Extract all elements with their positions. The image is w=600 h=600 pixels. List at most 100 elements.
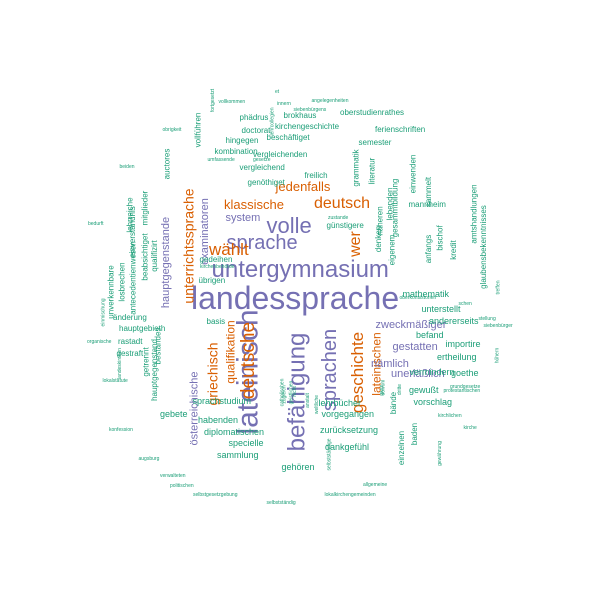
cloud-word: fortgesetzt bbox=[209, 88, 216, 112]
cloud-word: gewußt bbox=[409, 384, 439, 395]
cloud-word: habenden bbox=[198, 414, 239, 425]
cloud-word: politischen bbox=[170, 482, 194, 489]
cloud-word: diplomatischen bbox=[204, 426, 265, 437]
cloud-word: mannheim bbox=[408, 200, 446, 209]
cloud-word: bestandes bbox=[152, 327, 162, 365]
cloud-word: vollkommen bbox=[218, 98, 246, 105]
cloud-word: angelegenheiten bbox=[311, 97, 349, 104]
cloud-word: zugleich bbox=[281, 384, 288, 404]
cloud-word: treffen bbox=[495, 279, 502, 295]
cloud-word: verwalteten bbox=[160, 472, 186, 479]
cloud-word: et bbox=[275, 88, 280, 95]
cloud-word: jedenfalls bbox=[275, 178, 331, 194]
cloud-word: kirchengeschichte bbox=[275, 122, 340, 131]
cloud-word: goethe bbox=[451, 367, 479, 378]
cloud-word: protestantischen bbox=[443, 387, 481, 394]
cloud-word: baden bbox=[410, 422, 420, 446]
cloud-word: bedurft bbox=[88, 220, 104, 227]
cloud-word: befand bbox=[416, 329, 444, 340]
cloud-word: sprache bbox=[226, 232, 298, 254]
cloud-word: qualifizirt bbox=[149, 240, 159, 272]
cloud-word: beiden bbox=[119, 163, 135, 170]
cloud-word: andererseits bbox=[429, 315, 479, 326]
cloud-word: mathematik bbox=[402, 288, 450, 299]
cloud-word: obrigkeit bbox=[162, 126, 182, 133]
cloud-word: specielle bbox=[228, 437, 264, 448]
cloud-word: österreichische bbox=[188, 371, 201, 445]
cloud-word: grundgesetze bbox=[450, 383, 481, 390]
cloud-word: umfassende bbox=[207, 156, 235, 163]
cloud-word: lokalkirchengemeinden bbox=[324, 491, 376, 498]
cloud-word: oberstudienrathes bbox=[340, 108, 405, 117]
cloud-word: literatur bbox=[366, 157, 376, 185]
cloud-word: semester bbox=[358, 138, 392, 147]
cloud-word: klassische bbox=[224, 196, 284, 212]
cloud-word: losbrechen bbox=[117, 262, 127, 302]
cloud-word: kirche bbox=[463, 424, 477, 431]
cloud-word: sammlung bbox=[217, 449, 259, 460]
cloud-word: vollführen bbox=[192, 112, 202, 148]
cloud-word: allgemeine bbox=[363, 481, 388, 488]
cloud-word: phädrus bbox=[239, 113, 269, 122]
cloud-word: auctores bbox=[161, 148, 171, 180]
cloud-word: lehrreiche bbox=[125, 197, 135, 233]
cloud-word: einzelnen bbox=[397, 430, 407, 466]
cloud-word: lokalstatute bbox=[102, 377, 128, 384]
cloud-word: gesammtbildung bbox=[389, 178, 399, 238]
cloud-word: vergleichend bbox=[239, 163, 285, 172]
cloud-word: nämlich bbox=[371, 357, 409, 370]
cloud-word: unverkennbare bbox=[106, 265, 116, 319]
cloud-word: augsburg bbox=[138, 455, 160, 462]
cloud-word: freilich bbox=[304, 171, 328, 180]
cloud-word: hauptgebieth bbox=[119, 324, 166, 333]
cloud-word: schen bbox=[458, 300, 472, 307]
cloud-word: selbstständige bbox=[326, 438, 333, 470]
cloud-word: ertheilung bbox=[437, 351, 477, 362]
cloud-word: ferienschriften bbox=[375, 125, 426, 134]
cloud-word: einmischung bbox=[100, 297, 107, 327]
cloud-word: beabsichtiget bbox=[140, 233, 150, 281]
cloud-word: qualifikation bbox=[223, 320, 238, 384]
cloud-word: hauptgegenstande bbox=[159, 216, 172, 308]
cloud-word: bände bbox=[389, 391, 399, 415]
cloud-word: anfangs bbox=[424, 234, 434, 264]
cloud-word: selbstgesetzgebung bbox=[193, 491, 238, 498]
cloud-word: kredit bbox=[448, 240, 458, 260]
cloud-word: unterrichtssprache bbox=[180, 188, 197, 304]
cloud-word: grammatik bbox=[351, 149, 361, 187]
cloud-word: vorgegangen bbox=[321, 408, 375, 419]
cloud-word: basis bbox=[206, 317, 226, 326]
cloud-word: wählt bbox=[209, 239, 249, 259]
cloud-word: übrigen bbox=[198, 276, 226, 285]
cloud-word: unterstellt bbox=[421, 303, 461, 314]
cloud-word: innern bbox=[277, 100, 291, 107]
cloud-word: amtshandlungen bbox=[469, 184, 479, 244]
cloud-word: doctorat bbox=[241, 126, 271, 135]
cloud-word: landeskirchen bbox=[116, 347, 123, 379]
cloud-word: vorschlag bbox=[413, 396, 453, 407]
cloud-word: selbstständig bbox=[266, 499, 296, 506]
cloud-word: brokhaus bbox=[283, 111, 317, 120]
cloud-word: gebete bbox=[160, 408, 188, 419]
cloud-word: system bbox=[225, 211, 261, 224]
cloud-word: lehrcollegien bbox=[269, 106, 276, 136]
cloud-word: bischof bbox=[435, 225, 445, 251]
cloud-word: gewährung bbox=[436, 440, 443, 466]
cloud-word: vermindern bbox=[409, 366, 455, 377]
cloud-word: weltliche bbox=[313, 394, 320, 414]
cloud-word: zurücksetzung bbox=[320, 424, 379, 435]
cloud-word: dankgefühl bbox=[325, 441, 370, 452]
cloud-word: zweckmäßiger bbox=[375, 318, 447, 331]
cloud-word: gestraft bbox=[116, 349, 144, 358]
cloud-word: stellung bbox=[478, 315, 496, 322]
cloud-word: denken bbox=[374, 225, 384, 253]
cloud-word: anstalt bbox=[304, 392, 311, 408]
cloud-word: mitglieder bbox=[139, 190, 149, 226]
cloud-word: deutsch bbox=[314, 195, 371, 212]
cloud-word: günstigere bbox=[326, 221, 364, 230]
cloud-word: konfession bbox=[109, 426, 133, 433]
cloud-word: sprachstudium bbox=[192, 395, 252, 406]
cloud-word: untergymnasium bbox=[211, 256, 389, 283]
cloud-word: gedeihen bbox=[199, 255, 233, 264]
